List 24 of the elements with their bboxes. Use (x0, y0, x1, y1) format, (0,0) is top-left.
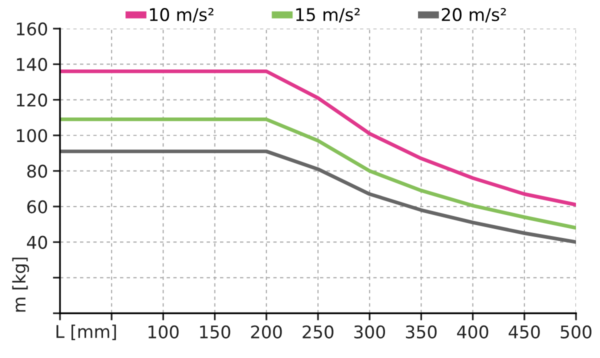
x-tick-label: 200 (251, 325, 282, 338)
x-tick-label: 250 (302, 325, 334, 338)
x-tick-label: 150 (200, 325, 230, 338)
x-tick-label: 400 (457, 325, 488, 338)
x-tick-label: 300 (354, 325, 386, 338)
x-axis-title: L [mm] (56, 324, 116, 340)
y-tick-label: 120 (16, 94, 48, 107)
legend-label: 15 m/s² (296, 8, 360, 23)
y-tick-label: 160 (16, 22, 48, 36)
y-tick-label: 40 (26, 236, 48, 249)
y-tick-label: 80 (27, 164, 48, 178)
y-tick-label: 100 (16, 129, 48, 142)
legend-label: 10 m/s² (150, 8, 214, 23)
x-tick-label: 350 (406, 325, 437, 338)
x-tick-label: 100 (148, 325, 179, 338)
y-tick-label: 140 (16, 58, 48, 72)
x-tick-label: 450 (508, 325, 540, 338)
line-series (60, 118, 576, 230)
y-axis-title: m [kg] (12, 258, 30, 312)
line-series (60, 70, 576, 207)
line-series (60, 150, 576, 244)
legend-label: 20 m/s² (442, 8, 506, 23)
x-tick-label: 500 (560, 325, 592, 338)
y-tick-label: 60 (27, 200, 48, 214)
